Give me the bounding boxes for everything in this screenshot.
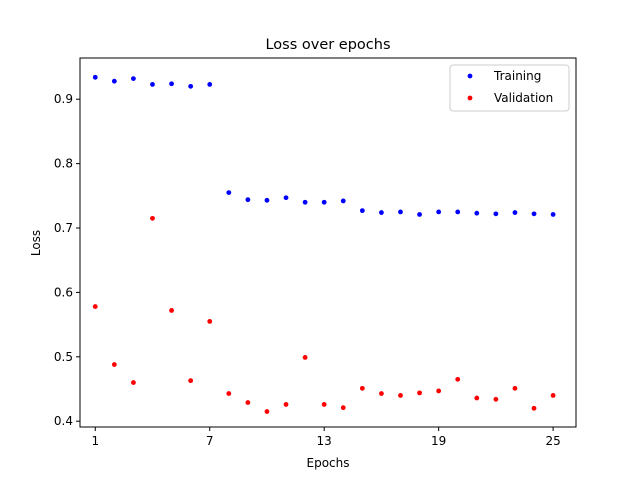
point-validation-20	[455, 376, 461, 382]
point-training-13	[321, 199, 327, 205]
point-training-4	[150, 82, 155, 87]
point-validation-9	[245, 400, 251, 405]
point-validation-18	[417, 390, 422, 396]
y-tick-label-0.6: 0.6	[54, 285, 73, 299]
point-validation-11	[283, 402, 289, 407]
point-validation-6	[188, 378, 194, 384]
point-training-3	[131, 76, 136, 82]
x-axis-label: Epochs	[307, 456, 350, 470]
point-training-15	[359, 208, 365, 214]
y-axis-label: Loss	[29, 230, 43, 256]
point-validation-13	[321, 402, 327, 407]
point-training-11	[283, 195, 289, 201]
point-training-5	[169, 81, 174, 87]
point-training-20	[455, 209, 461, 215]
point-validation-25	[550, 393, 556, 398]
point-training-1	[92, 74, 98, 80]
point-training-9	[245, 197, 251, 203]
point-validation-15	[359, 385, 365, 391]
plot-frame	[79, 57, 577, 428]
legend-marker-training	[467, 73, 473, 79]
point-validation-19	[436, 388, 442, 394]
y-tick-label-0.5: 0.5	[54, 350, 73, 364]
point-training-25	[550, 212, 556, 217]
point-validation-8	[226, 391, 232, 396]
point-training-18	[417, 212, 422, 217]
plot-area	[92, 74, 556, 414]
x-tick-label-7: 7	[206, 434, 214, 448]
point-validation-1	[92, 304, 98, 309]
point-training-2	[111, 78, 117, 84]
x-tick-label-13: 13	[317, 434, 332, 448]
point-training-21	[474, 210, 480, 216]
y-tick-label-0.9: 0.9	[54, 92, 73, 106]
point-training-23	[512, 210, 518, 215]
point-training-24	[531, 211, 537, 217]
point-training-17	[398, 209, 403, 215]
point-training-14	[340, 198, 346, 204]
legend: Training Validation	[449, 64, 570, 112]
point-validation-16	[379, 391, 384, 396]
point-validation-23	[512, 385, 518, 391]
x-tick-label-25: 25	[545, 434, 560, 448]
point-training-10	[264, 197, 270, 203]
point-training-7	[207, 82, 213, 87]
point-validation-3	[131, 380, 136, 385]
point-validation-22	[493, 396, 499, 402]
point-training-16	[379, 210, 384, 215]
point-training-22	[493, 211, 499, 217]
point-training-19	[436, 209, 442, 215]
x-tick-label-1: 1	[91, 434, 99, 448]
chart-title: Loss over epochs	[265, 37, 390, 53]
y-tick-label-0.4: 0.4	[54, 414, 73, 428]
legend-label-validation: Validation	[494, 91, 553, 105]
point-validation-24	[531, 405, 537, 411]
point-validation-2	[111, 362, 117, 367]
y-axis: 0.4 0.5 0.6 0.7 0.8 0.9	[54, 92, 80, 428]
point-training-8	[226, 190, 232, 195]
point-training-12	[302, 199, 308, 205]
y-tick-label-0.8: 0.8	[54, 157, 73, 171]
legend-marker-validation	[467, 95, 473, 101]
point-validation-17	[398, 393, 403, 398]
point-validation-12	[302, 355, 308, 360]
point-validation-5	[169, 308, 174, 313]
point-validation-21	[474, 395, 480, 401]
y-tick-label-0.7: 0.7	[54, 221, 73, 235]
point-validation-7	[207, 318, 213, 324]
x-tick-label-19: 19	[431, 434, 446, 448]
point-validation-10	[264, 409, 270, 414]
legend-box	[449, 64, 570, 112]
x-axis: 1 7 13 19 25	[91, 427, 561, 448]
point-training-6	[188, 83, 194, 89]
legend-label-training: Training	[493, 69, 541, 83]
point-validation-14	[340, 405, 346, 411]
point-validation-4	[150, 215, 155, 221]
